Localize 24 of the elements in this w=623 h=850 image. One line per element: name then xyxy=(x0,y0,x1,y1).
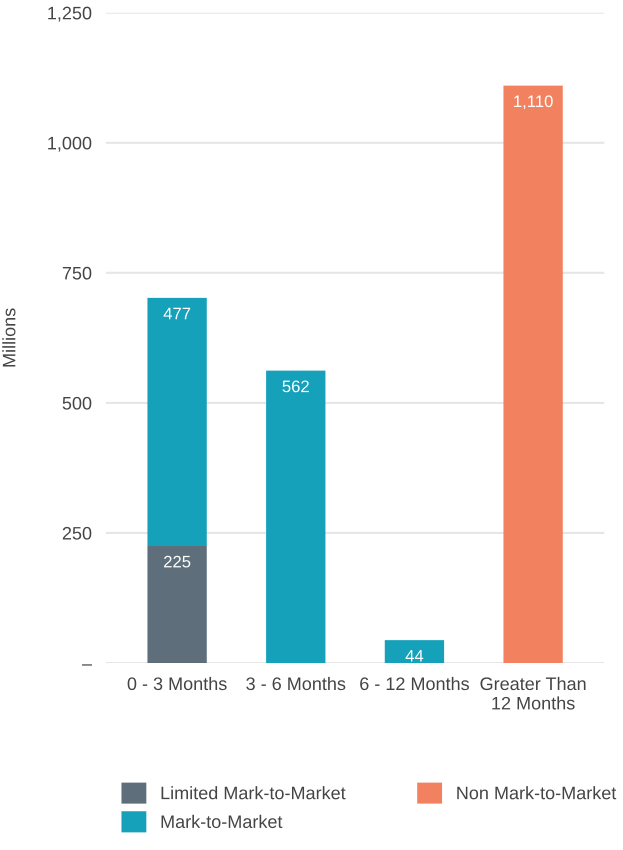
y-tick-label: 1,000 xyxy=(48,136,92,152)
data-label: 1,110 xyxy=(514,95,553,110)
y-axis-title: Millions xyxy=(2,308,16,366)
data-label: 477 xyxy=(164,308,190,320)
legend-label: Mark-to-Market xyxy=(162,814,282,828)
bar xyxy=(147,546,207,663)
bar xyxy=(266,370,326,663)
legend-label: Limited Mark-to-Market xyxy=(162,786,346,800)
bar xyxy=(384,640,444,663)
y-tick-label: 750 xyxy=(62,266,92,280)
y-tick-label: – xyxy=(82,664,92,666)
x-tick-label: 0 - 3 Months xyxy=(128,676,227,690)
bar xyxy=(147,298,207,546)
data-label: 225 xyxy=(164,556,190,568)
bar xyxy=(503,86,563,663)
data-label: 44 xyxy=(406,650,424,662)
y-tick-label: 500 xyxy=(62,396,92,410)
data-label: 562 xyxy=(282,380,309,392)
x-tick-label: 3 - 6 Months xyxy=(246,676,346,690)
y-tick-label: 1,250 xyxy=(48,6,92,22)
legend-label: Non Mark-to-Market xyxy=(457,786,616,800)
x-tick-label: 6 - 12 Months xyxy=(360,676,469,690)
y-tick-label: 250 xyxy=(62,526,92,540)
x-tick-label: Greater Than 12 Months xyxy=(480,676,586,710)
